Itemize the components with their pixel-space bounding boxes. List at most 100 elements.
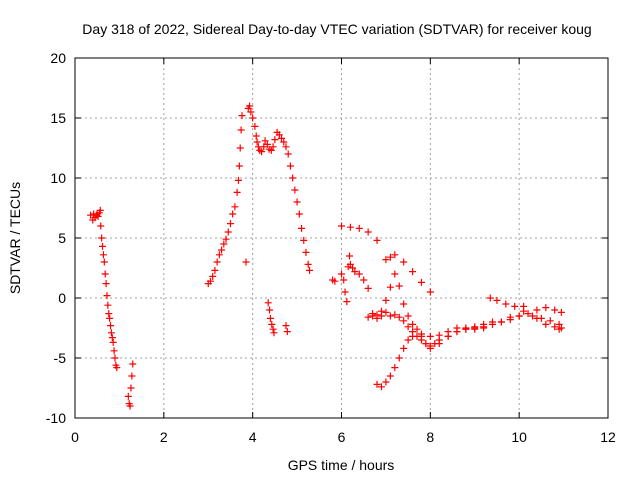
data-point bbox=[268, 320, 276, 328]
data-point bbox=[453, 324, 461, 332]
data-point bbox=[373, 311, 381, 319]
data-point bbox=[269, 325, 277, 333]
data-point bbox=[256, 146, 264, 154]
data-point bbox=[533, 314, 541, 322]
data-point bbox=[373, 236, 381, 244]
data-point bbox=[237, 126, 245, 134]
data-point bbox=[99, 251, 107, 259]
data-point bbox=[417, 336, 425, 344]
data-point bbox=[271, 136, 279, 144]
chart-title: Day 318 of 2022, Sidereal Day-to-day VTE… bbox=[82, 21, 591, 37]
data-point bbox=[286, 162, 294, 170]
data-point bbox=[209, 272, 217, 280]
data-point bbox=[345, 252, 353, 260]
data-point bbox=[391, 251, 399, 259]
data-point bbox=[542, 320, 550, 328]
data-point bbox=[107, 329, 115, 337]
data-point bbox=[409, 332, 417, 340]
data-point bbox=[400, 344, 408, 352]
x-tick-label: 6 bbox=[338, 429, 346, 445]
data-point bbox=[129, 360, 137, 368]
data-point bbox=[364, 284, 372, 292]
data-point bbox=[346, 260, 354, 268]
x-tick-label: 8 bbox=[426, 429, 434, 445]
data-point bbox=[417, 278, 425, 286]
data-point bbox=[338, 222, 345, 230]
data-point bbox=[533, 306, 541, 314]
data-point bbox=[206, 277, 214, 285]
data-point bbox=[253, 138, 261, 146]
data-point bbox=[489, 320, 497, 328]
data-point bbox=[269, 143, 277, 151]
data-point bbox=[229, 210, 237, 218]
data-point bbox=[127, 384, 135, 392]
data-point bbox=[400, 258, 408, 266]
data-point bbox=[386, 312, 394, 320]
data-point bbox=[413, 325, 421, 333]
data-point bbox=[252, 132, 260, 140]
x-axis-label: GPS time / hours bbox=[288, 457, 395, 473]
data-point bbox=[497, 318, 505, 326]
data-point bbox=[282, 322, 290, 330]
data-point bbox=[105, 310, 113, 318]
data-point bbox=[234, 176, 242, 184]
data-point bbox=[364, 228, 372, 236]
data-point bbox=[260, 143, 268, 151]
data-point bbox=[426, 342, 434, 350]
data-point bbox=[106, 314, 114, 322]
data-point bbox=[400, 300, 408, 308]
data-point bbox=[280, 138, 288, 146]
data-point bbox=[111, 354, 119, 362]
data-point bbox=[404, 323, 412, 331]
data-point bbox=[422, 340, 430, 348]
data-point bbox=[215, 251, 223, 259]
data-point bbox=[369, 310, 377, 318]
data-point bbox=[258, 148, 266, 156]
series-seg4 bbox=[242, 102, 314, 274]
data-point bbox=[124, 392, 132, 400]
data-point bbox=[261, 137, 269, 145]
data-point bbox=[295, 210, 303, 218]
data-point bbox=[486, 294, 494, 302]
data-point bbox=[360, 276, 368, 284]
x-tick-label: 2 bbox=[160, 429, 168, 445]
data-point bbox=[283, 328, 291, 336]
data-point bbox=[233, 188, 241, 196]
data-point bbox=[110, 347, 118, 355]
data-point bbox=[235, 162, 243, 170]
y-tick-label: 5 bbox=[58, 230, 66, 246]
data-point bbox=[551, 323, 559, 331]
series-seg6 bbox=[329, 222, 434, 296]
data-point bbox=[382, 378, 390, 386]
data-point bbox=[102, 280, 110, 288]
data-point bbox=[502, 300, 510, 308]
data-point bbox=[395, 354, 403, 362]
data-point bbox=[364, 313, 372, 321]
data-point bbox=[382, 256, 390, 264]
series-seg1 bbox=[87, 206, 121, 372]
data-point bbox=[222, 235, 230, 243]
data-point bbox=[247, 108, 255, 116]
data-point bbox=[211, 266, 219, 274]
data-point bbox=[400, 317, 408, 325]
data-point bbox=[343, 298, 351, 306]
data-point bbox=[355, 224, 363, 232]
data-point bbox=[226, 220, 234, 228]
data-point bbox=[511, 302, 519, 310]
data-point bbox=[395, 282, 403, 290]
data-point bbox=[555, 325, 563, 333]
data-point bbox=[331, 277, 339, 285]
data-point bbox=[341, 288, 349, 296]
data-point bbox=[275, 131, 283, 139]
data-point bbox=[395, 313, 403, 321]
y-tick-label: 10 bbox=[50, 170, 66, 186]
data-point bbox=[304, 260, 312, 268]
data-point bbox=[238, 112, 246, 120]
grid-lines bbox=[75, 58, 608, 418]
data-point bbox=[346, 223, 354, 231]
data-point bbox=[546, 317, 554, 325]
data-point bbox=[351, 268, 359, 276]
data-point bbox=[242, 258, 250, 266]
series-seg8 bbox=[364, 307, 488, 350]
data-point bbox=[471, 325, 479, 333]
